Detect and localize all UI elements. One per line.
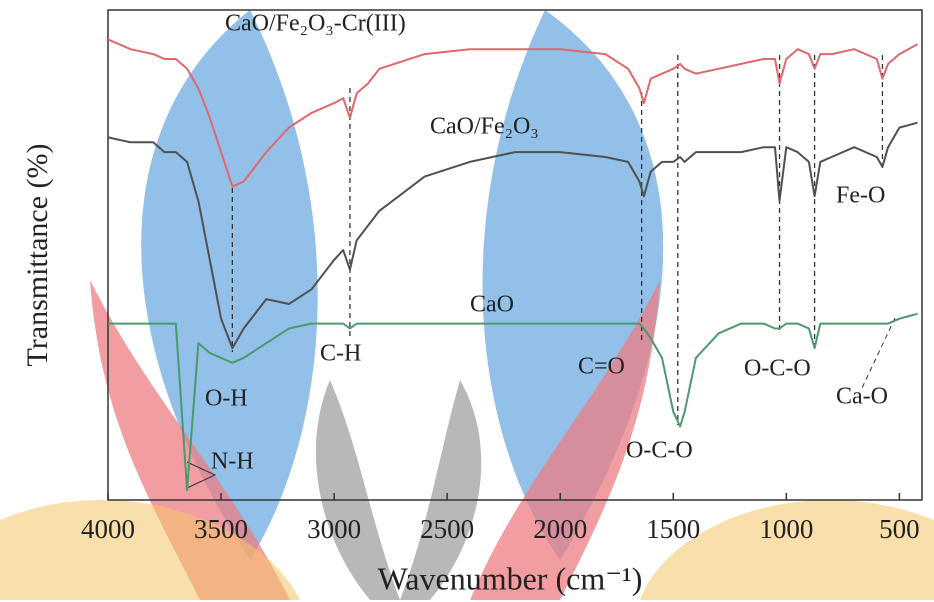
peak-label: C=O — [578, 354, 625, 380]
watermark — [0, 10, 934, 600]
chart: Transmittance (%) Wavenumber (cm⁻¹) 4000… — [0, 0, 934, 602]
x-tick-label: 4000 — [81, 514, 135, 544]
peak-label: Fe-O — [836, 183, 885, 209]
series-label: CaO/Fe₂O₃-Cr(III) — [225, 11, 406, 37]
x-tick-label: 2000 — [533, 514, 587, 544]
ca-o-pointer — [862, 318, 895, 388]
x-axis-label: Wavenumber (cm⁻¹) — [378, 560, 643, 596]
series-label: CaO — [470, 292, 514, 318]
peak-label: O-C-O — [744, 356, 811, 382]
y-axis-label: Transmittance (%) — [21, 143, 54, 366]
peak-label: C-H — [320, 341, 361, 367]
series-label: CaO/Fe₂O₃ — [430, 114, 539, 140]
page: Transmittance (%) Wavenumber (cm⁻¹) 4000… — [0, 0, 934, 602]
x-tick-label: 2500 — [420, 514, 474, 544]
x-tick-label: 3000 — [307, 514, 361, 544]
peak-label: O-H — [205, 386, 248, 412]
peak-label: Ca-O — [836, 384, 888, 410]
x-tick-label: 1000 — [759, 514, 813, 544]
peak-label: O-C-O — [626, 438, 693, 464]
x-tick-label: 1500 — [646, 514, 700, 544]
peak-label: N-H — [211, 449, 254, 475]
x-tick-label: 500 — [879, 514, 920, 544]
x-tick-label: 3500 — [194, 514, 248, 544]
